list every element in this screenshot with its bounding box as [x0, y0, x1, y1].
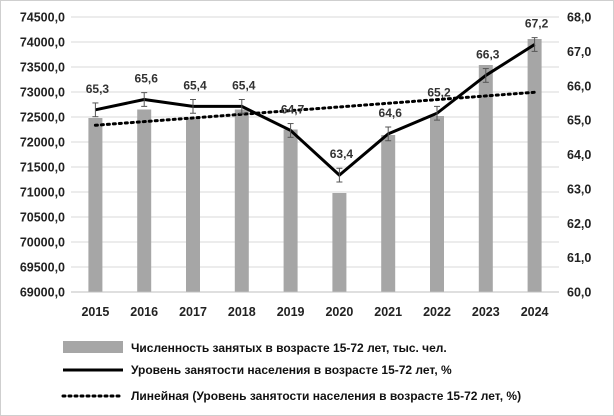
legend-item-bars: Численность занятых в возрасте 15-72 лет… [63, 341, 447, 355]
x-tick-label: 2016 [130, 305, 158, 319]
data-label: 64,7 [281, 102, 305, 116]
y-left-tick-label: 73000,0 [20, 86, 65, 100]
legend-swatch-bars [63, 341, 123, 353]
data-label: 64,6 [379, 106, 403, 120]
y-left-tick-label: 71000,0 [20, 186, 65, 200]
y-left-tick-label: 69500,0 [20, 261, 65, 275]
legend-item-line: Уровень занятости населения в возрасте 1… [63, 363, 452, 377]
y-left-tick-label: 69000,0 [20, 286, 65, 300]
x-tick-label: 2019 [277, 305, 305, 319]
trendline-series [93, 90, 537, 127]
legend-label-line: Уровень занятости населения в возрасте 1… [131, 363, 452, 377]
x-axis: 2015 2016 2017 2018 2019 2020 2021 2022 2023 2024 [71, 291, 559, 319]
bar [332, 193, 347, 292]
y-right-tick-label: 67,0 [567, 45, 591, 59]
bar-series [88, 39, 542, 292]
y-right-tick-label: 68,0 [567, 11, 591, 25]
legend-label-bars: Численность занятых в возрасте 15-72 лет… [131, 341, 447, 355]
trendline [93, 90, 537, 127]
bar [234, 109, 249, 292]
x-tick-label: 2015 [81, 305, 109, 319]
bar [186, 118, 200, 292]
y-axis-right: 60,0 61,0 62,0 63,0 64,0 65,0 66,0 67,0 68,0 [567, 11, 591, 300]
y-right-tick-label: 63,0 [567, 182, 591, 196]
y-left-tick-label: 70500,0 [20, 211, 65, 225]
x-tick-label: 2023 [472, 305, 500, 319]
data-label: 66,3 [476, 47, 500, 61]
y-left-tick-label: 72000,0 [20, 136, 65, 150]
y-right-tick-label: 61,0 [567, 251, 591, 265]
data-label: 65,4 [183, 78, 207, 92]
data-label: 63,4 [330, 147, 354, 161]
bar [88, 118, 103, 292]
data-label: 67,2 [525, 17, 549, 31]
data-label: 65,3 [86, 82, 110, 96]
y-left-tick-label: 71500,0 [20, 161, 65, 175]
x-tick-label: 2024 [521, 305, 549, 319]
x-tick-label: 2017 [179, 305, 207, 319]
bar [381, 135, 396, 292]
y-right-tick-label: 60,0 [567, 286, 591, 300]
x-tick-label: 2022 [423, 305, 451, 319]
bar [430, 116, 444, 292]
y-right-tick-label: 66,0 [567, 79, 591, 93]
data-label: 65,6 [135, 72, 159, 86]
y-right-tick-label: 62,0 [567, 217, 591, 231]
y-left-tick-label: 70000,0 [20, 236, 65, 250]
legend-label-trend: Линейная (Уровень занятости населения в … [131, 389, 521, 403]
x-tick-label: 2018 [228, 305, 256, 319]
error-bars [92, 37, 538, 183]
gridlines [71, 16, 559, 293]
employment-rate-line [95, 43, 536, 177]
y-right-tick-label: 64,0 [567, 148, 591, 162]
data-label: 65,4 [232, 78, 256, 92]
legend: Численность занятых в возрасте 15-72 лет… [61, 341, 521, 403]
bar [137, 109, 152, 292]
y-left-tick-label: 72500,0 [20, 111, 65, 125]
legend-item-trend: Линейная (Уровень занятости населения в … [61, 389, 521, 403]
y-left-tick-label: 74500,0 [20, 11, 65, 25]
y-left-tick-label: 73500,0 [20, 61, 65, 75]
y-right-tick-label: 65,0 [567, 114, 591, 128]
data-label: 65,2 [427, 85, 451, 99]
y-axis-left: 69000,0 69500,0 70000,0 70500,0 71000,0 71500… [20, 11, 65, 300]
bar [527, 39, 542, 292]
x-tick-label: 2020 [325, 305, 353, 319]
y-left-tick-label: 74000,0 [20, 36, 65, 50]
data-labels: 65,3 65,6 65,4 65,4 64,7 63,4 64,6 65,2 66,3 67,2 [86, 17, 549, 162]
x-tick-label: 2021 [374, 305, 402, 319]
line-series [95, 43, 536, 177]
bar [283, 129, 298, 292]
bar [478, 65, 493, 292]
